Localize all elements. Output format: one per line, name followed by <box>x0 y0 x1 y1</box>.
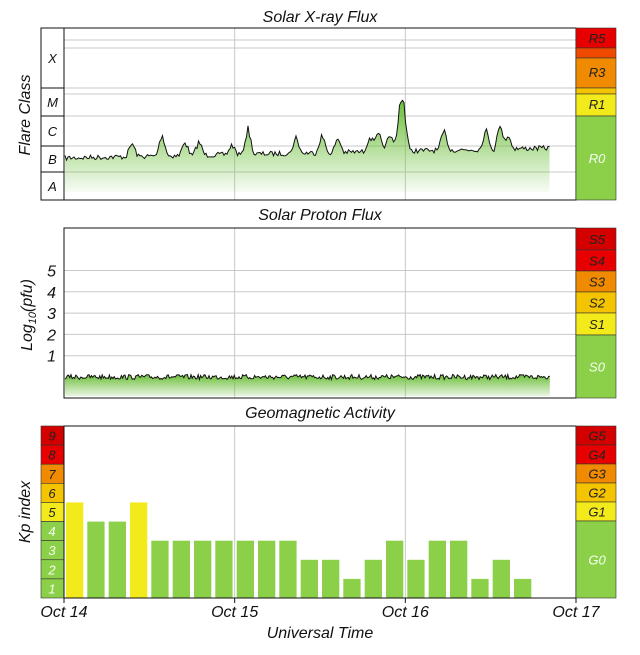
x-axis-tick-label: Oct 17 <box>552 604 600 621</box>
kp-bar <box>236 540 254 598</box>
xray-class-label: C <box>48 124 58 139</box>
kp-level-label: 1 <box>48 581 55 596</box>
kp-level-label: 7 <box>48 467 56 482</box>
kp-bar <box>215 540 233 598</box>
kp-level-label: 9 <box>48 429 55 444</box>
xray-scale-label: R3 <box>589 65 606 80</box>
proton-flux-line <box>64 372 550 382</box>
kp-bar <box>87 521 105 598</box>
kp-scale-label: G5 <box>588 429 606 444</box>
kp-bar <box>407 559 425 598</box>
kp-geomagnetic-storm-scale: G5 G4 G3 G2 G1 G0 <box>575 425 617 599</box>
kp-bar <box>386 540 404 598</box>
x-axis-tick-label: Oct 15 <box>211 604 258 621</box>
kp-bar <box>322 559 340 598</box>
kp-plot-area <box>63 425 577 599</box>
proton-tick-label: 5 <box>47 264 56 281</box>
kp-bar <box>364 559 382 598</box>
proton-tick-labels: 5 4 3 2 1 <box>46 264 56 366</box>
kp-bar <box>343 578 361 598</box>
xray-scale-band <box>575 57 617 89</box>
kp-plot-background <box>64 426 576 598</box>
kp-bar <box>172 540 190 598</box>
kp-bar <box>514 578 532 598</box>
kp-bar <box>471 578 489 598</box>
kp-scale-label: G0 <box>588 553 606 568</box>
xray-scale-label: R0 <box>589 151 606 166</box>
kp-scale-label: G1 <box>588 505 605 520</box>
proton-ylabel-sub: 10 <box>27 311 39 324</box>
kp-bar <box>151 540 169 598</box>
xray-scale-band <box>575 47 617 59</box>
kp-scale-label: G3 <box>588 467 606 482</box>
x-axis-label: Universal Time <box>267 625 374 642</box>
kp-level-label: 5 <box>48 505 56 520</box>
xray-ylabel: Flare Class <box>17 75 34 156</box>
proton-scale-label: S1 <box>589 317 605 332</box>
proton-scale-label: S0 <box>589 360 606 375</box>
kp-bar <box>450 540 468 598</box>
kp-bar <box>279 540 297 598</box>
x-axis: Oct 14 Oct 15 Oct 16 Oct 17 <box>40 598 601 621</box>
proton-tick-label: 1 <box>47 349 56 366</box>
kp-scale-label: G2 <box>588 486 606 501</box>
kp-bar <box>428 540 446 598</box>
xray-radio-blackout-scale: R5 R3 R1 R0 <box>575 27 617 201</box>
kp-level-label: 3 <box>48 543 56 558</box>
proton-radiation-storm-scale: S5 S4 S3 S2 S1 S0 <box>575 227 617 399</box>
x-axis-tick-label: Oct 16 <box>382 604 429 621</box>
kp-title: Geomagnetic Activity <box>245 405 396 422</box>
x-axis-tick-label: Oct 14 <box>40 604 87 621</box>
xray-scale-band <box>575 115 617 201</box>
xray-scale-label: R5 <box>589 31 606 46</box>
kp-level-label: 6 <box>48 486 56 501</box>
proton-title: Solar Proton Flux <box>258 207 383 224</box>
kp-level-column: 9 8 7 6 5 4 3 2 1 <box>40 425 65 599</box>
kp-scale-band <box>575 520 617 599</box>
xray-plot-area <box>63 27 577 201</box>
proton-scale-label: S2 <box>589 296 606 311</box>
xray-title: Solar X-ray Flux <box>263 9 379 26</box>
proton-scale-label: S5 <box>589 232 606 247</box>
kp-bar <box>194 540 212 598</box>
xray-flux-line <box>64 99 550 162</box>
kp-level-label: 4 <box>48 524 55 539</box>
proton-tick-label: 2 <box>46 327 56 344</box>
proton-ylabel: Log10(pfu) <box>19 279 39 351</box>
xray-scale-band <box>575 87 617 95</box>
proton-tick-label: 3 <box>47 306 56 323</box>
proton-scale-label: S4 <box>589 254 605 269</box>
kp-level-label: 2 <box>47 562 56 577</box>
kp-bar <box>258 540 276 598</box>
kp-bar <box>492 559 510 598</box>
kp-bar <box>66 502 84 598</box>
kp-bar <box>130 502 148 598</box>
xray-class-label: B <box>48 152 57 167</box>
proton-ylabel-main: Log <box>19 324 36 351</box>
xray-scale-label: R1 <box>589 97 606 112</box>
kp-bar <box>108 521 126 598</box>
proton-plot-area <box>63 227 577 399</box>
proton-ylabel-unit: (pfu) <box>19 279 36 312</box>
kp-ylabel: Kp index <box>17 480 34 543</box>
xray-class-label: A <box>47 179 57 194</box>
kp-scale-label: G4 <box>588 448 605 463</box>
proton-flux-fill <box>65 374 550 396</box>
kp-bar <box>300 559 318 598</box>
proton-scale-label: S3 <box>589 275 606 290</box>
xray-flux-fill <box>65 100 550 192</box>
proton-scale-band <box>575 334 617 399</box>
xray-class-label: M <box>47 95 58 110</box>
kp-level-label: 8 <box>48 448 56 463</box>
proton-tick-label: 4 <box>47 285 56 302</box>
xray-class-label: X <box>47 51 58 66</box>
